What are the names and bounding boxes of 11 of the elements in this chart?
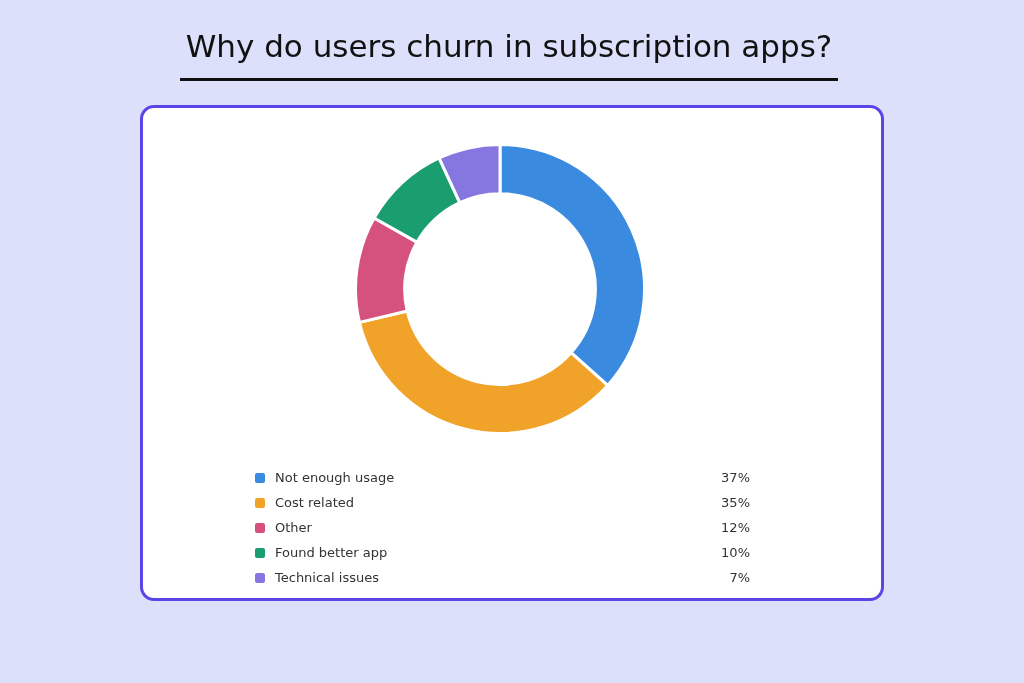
data-label: 37% (721, 470, 750, 485)
data-label: 35% (721, 495, 750, 510)
data-label: 10% (721, 545, 750, 560)
data-label: 7% (729, 570, 750, 585)
legend-label: Technical issues (275, 570, 380, 585)
legend-label: Not enough usage (275, 470, 396, 485)
chart-title: Why do users churn in subscription apps? (180, 28, 838, 81)
legend-label: Found better app (275, 545, 389, 560)
legend-label: Other (275, 520, 313, 535)
data-label: 12% (721, 520, 750, 535)
legend-label: Cost related (275, 495, 355, 510)
